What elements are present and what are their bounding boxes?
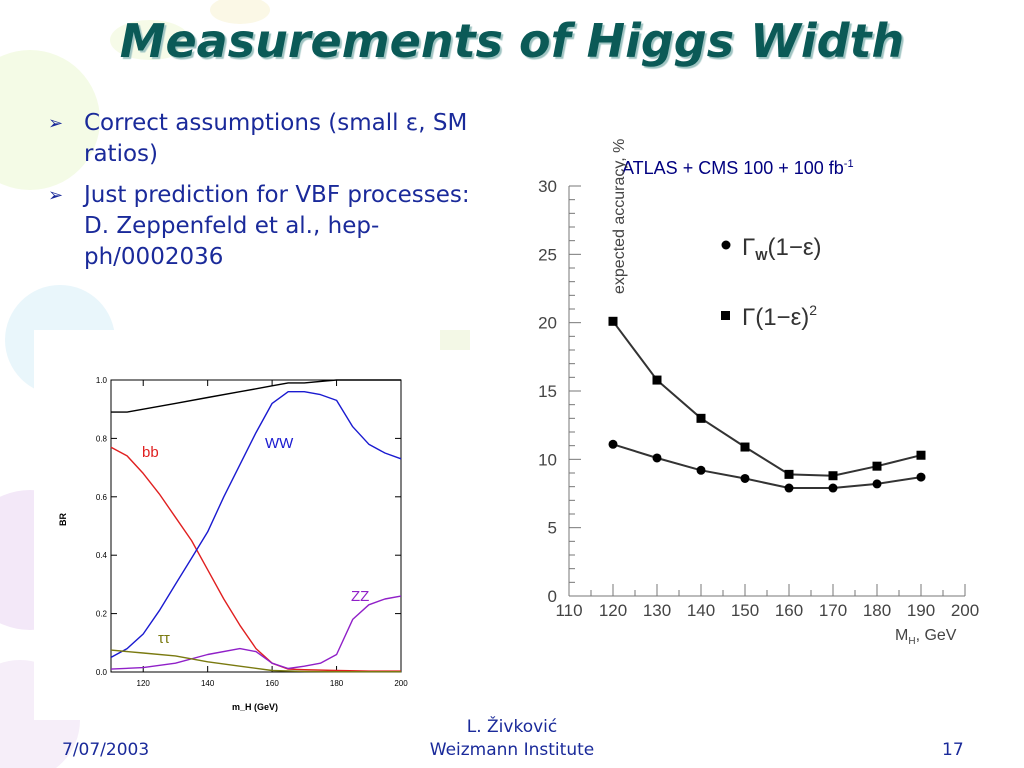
x-tick-label: 110 (555, 601, 582, 620)
bullet-text: Just prediction for VBF processes: D. Ze… (84, 182, 470, 270)
footer-page-number: 17 (942, 740, 964, 760)
y-tick-label: 0.8 (96, 434, 108, 443)
x-tick-label: 140 (201, 679, 215, 688)
x-tick-label: 160 (265, 679, 279, 688)
y-tick-label: 0.2 (96, 610, 108, 619)
y-tick-label: 0.0 (96, 668, 108, 677)
chart-caption-sup: -1 (843, 158, 854, 170)
data-point-square (872, 461, 882, 471)
chart-panel (34, 330, 438, 720)
series-label-tautau: ττ (158, 630, 170, 647)
arrow-bullet-icon: ➢ (48, 185, 64, 206)
x-tick-label: 140 (687, 601, 715, 620)
x-tick-label: 120 (599, 601, 627, 620)
data-point-circle (872, 479, 882, 489)
data-point-square (652, 375, 662, 385)
x-axis-label: m_H (GeV) (232, 702, 278, 712)
data-point-square (696, 413, 706, 423)
data-point-square (608, 316, 618, 326)
series-line-total (111, 379, 401, 413)
chart-caption-text: ATLAS + CMS 100 + 100 fb (622, 158, 844, 178)
x-tick-label: 180 (863, 601, 891, 620)
data-point-circle (696, 465, 706, 475)
x-tick-label: 200 (951, 601, 979, 620)
data-point-square (916, 450, 926, 460)
footer-author: L. Živković Weizmann Institute (412, 716, 612, 762)
data-point-circle (784, 483, 794, 493)
series-label-ww: WW (265, 435, 294, 452)
y-tick-label: 20 (538, 314, 557, 333)
x-tick-label: 170 (819, 601, 847, 620)
y-tick-label: 1.0 (96, 376, 108, 385)
series-line-bb (110, 446, 401, 672)
legend-marker-square (721, 311, 730, 320)
y-tick-label: 10 (538, 450, 557, 469)
series-line-ZZ (110, 595, 402, 670)
bullet-text: Correct assumptions (small ε, SM ratios) (84, 110, 468, 167)
chart-panel (500, 176, 1000, 656)
y-tick-label: 0.4 (96, 551, 108, 560)
series-label-zz: ZZ (351, 588, 369, 605)
series-label-bb: bb (142, 444, 159, 461)
data-point-circle (828, 483, 838, 493)
bullet-item: ➢ Correct assumptions (small ε, SM ratios… (44, 108, 484, 170)
y-tick-label: 30 (538, 177, 557, 196)
x-tick-label: 160 (775, 601, 803, 620)
data-point-square (784, 469, 794, 479)
x-tick-label: 130 (643, 601, 671, 620)
page-title: Measurements of Higgs Width (119, 14, 905, 68)
chart-caption: ATLAS + CMS 100 + 100 fb-1 (622, 158, 854, 179)
x-tick-label: 150 (731, 601, 759, 620)
x-tick-label: 190 (907, 601, 935, 620)
bullet-item: ➢ Just prediction for VBF processes: D. Z… (44, 180, 484, 273)
data-point-circle (740, 473, 750, 483)
footer-author-institute: Weizmann Institute (429, 740, 595, 760)
legend-marker-circle (721, 240, 731, 250)
bullet-list: ➢ Correct assumptions (small ε, SM ratios… (44, 108, 484, 283)
x-tick-label: 200 (394, 679, 408, 688)
y-axis-label: BR (58, 513, 68, 526)
y-tick-label: 0 (548, 587, 557, 606)
footer-author-name: L. Živković (466, 717, 558, 737)
series-line-WW (110, 391, 402, 659)
data-point-square (740, 442, 750, 452)
y-tick-label: 25 (538, 245, 557, 264)
y-tick-label: 0.6 (96, 493, 108, 502)
series-line-1 (612, 443, 922, 489)
legend-entry-2: Γ(1−ε)2 (742, 302, 817, 331)
data-point-circle (916, 472, 926, 482)
arrow-bullet-icon: ➢ (48, 113, 64, 134)
x-tick-label: 180 (330, 679, 344, 688)
series-line-2 (612, 320, 922, 477)
data-point-circle (608, 439, 618, 449)
data-point-circle (652, 453, 662, 463)
legend-entry-1: ΓW(1−ε) (742, 234, 822, 263)
y-tick-label: 5 (548, 519, 557, 538)
footer-date: 7/07/2003 (62, 740, 150, 760)
y-axis-label: expected accuracy, % (611, 139, 628, 294)
plot-frame (110, 379, 402, 673)
x-tick-label: 120 (137, 679, 151, 688)
data-point-square (828, 471, 838, 481)
series-line-ττ (110, 649, 401, 673)
y-tick-label: 15 (538, 382, 557, 401)
